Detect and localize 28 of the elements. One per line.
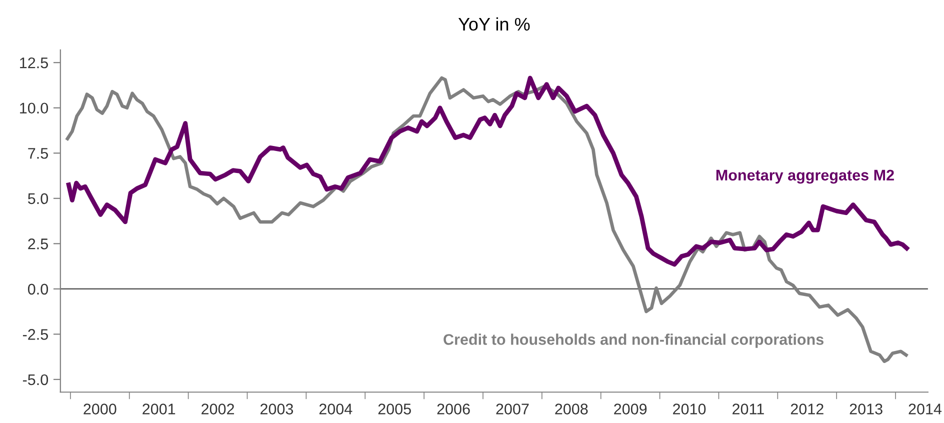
y-tick-label: 2.5	[28, 238, 48, 250]
line-series	[66, 76, 908, 364]
y-tick-label: -5.0	[22, 374, 48, 386]
x-tick-label: 2012	[790, 404, 824, 414]
x-tick-label: 2001	[142, 404, 176, 414]
y-tick-label: 7.5	[28, 148, 48, 159]
text: Monetary aggregates M2	[716, 170, 894, 184]
x-tick-label: 2004	[319, 404, 352, 414]
y-tick-label: 12.5	[20, 57, 48, 68]
x-tick-label: 2006	[437, 404, 470, 414]
y-tick-label: -2.5	[22, 329, 48, 340]
series-label: Credit to households and non-financial corporations	[444, 334, 824, 348]
x-tick-label: 2007	[496, 404, 529, 414]
x-tick-label: 2008	[555, 404, 588, 414]
x-tick-label: 2000	[84, 404, 116, 414]
x-tick-label: 2013	[850, 404, 882, 414]
x-tick-label: 2014	[908, 404, 942, 414]
x-tick-label: 2002	[202, 404, 234, 414]
y-tick-label: 10.0	[20, 102, 48, 114]
y-tick-label: 5.0	[28, 193, 48, 204]
x-tick-label: 2005	[378, 404, 411, 414]
x-tick-label: 2010	[673, 404, 706, 414]
line-series	[66, 76, 909, 267]
chart-title: YoY in %	[458, 17, 530, 31]
x-tick-label: 2003	[260, 404, 294, 414]
x-tick-label: 2009	[614, 404, 647, 414]
x-tick-label: 2011	[732, 404, 764, 414]
y-tick-label: 0.0	[28, 284, 48, 295]
